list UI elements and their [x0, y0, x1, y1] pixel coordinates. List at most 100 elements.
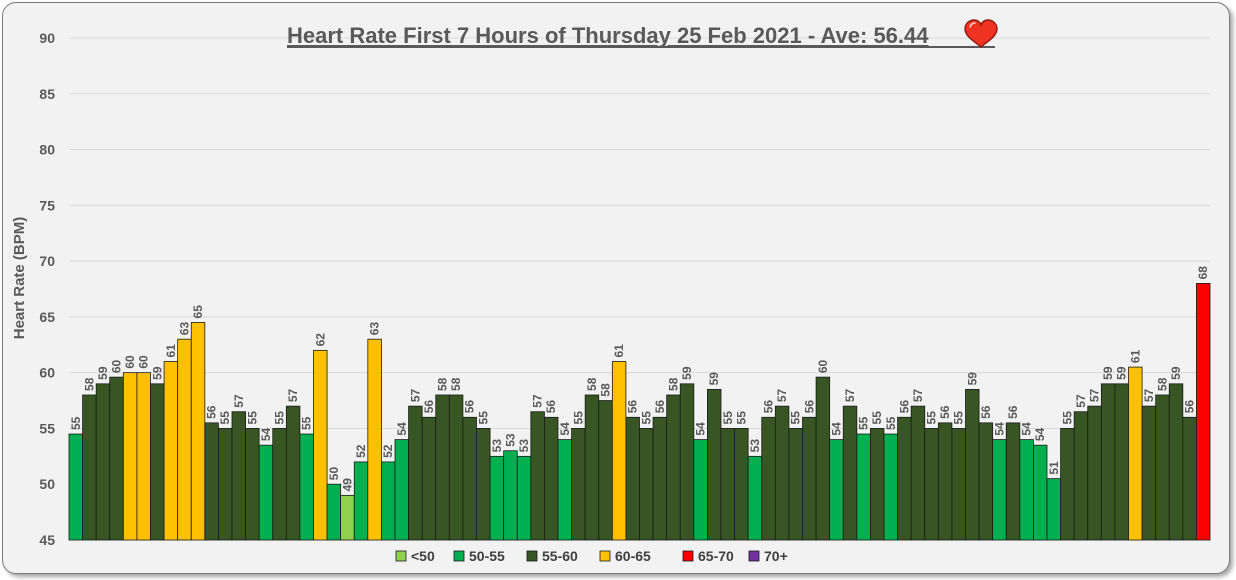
bar-label: 56 — [762, 400, 776, 414]
legend-swatch — [453, 550, 465, 562]
bar — [408, 405, 423, 541]
bar — [204, 422, 219, 541]
bar-label: 55 — [734, 411, 748, 425]
bar-label: 56 — [544, 400, 558, 414]
bar-label: 53 — [748, 439, 762, 453]
bar — [476, 428, 491, 541]
bar — [829, 439, 844, 541]
bar-label: 54 — [1020, 422, 1034, 436]
bar — [707, 388, 722, 541]
bar — [340, 494, 355, 541]
bar-label: 55 — [952, 411, 966, 425]
bar — [190, 322, 206, 541]
bar-label: 57 — [1142, 388, 1156, 402]
y-tick-label: 45 — [39, 532, 55, 548]
bar-label: 57 — [1088, 388, 1102, 402]
bar — [598, 400, 613, 541]
bar-label: 53 — [490, 439, 504, 453]
bar-label: 57 — [531, 394, 545, 408]
bar-label: 59 — [680, 366, 694, 380]
bar-label: 56 — [802, 400, 816, 414]
bar-label: 57 — [911, 388, 925, 402]
bar-label: 56 — [979, 405, 993, 419]
bar — [910, 405, 926, 541]
bar — [245, 428, 260, 541]
bar-label: 68 — [1196, 266, 1210, 280]
bar — [177, 338, 192, 541]
bar-label: 56 — [626, 400, 640, 414]
bar — [720, 428, 735, 541]
bar-label: 59 — [1115, 366, 1129, 380]
bar — [557, 439, 572, 541]
bar — [109, 376, 124, 541]
bar — [856, 433, 871, 541]
bar-label: 56 — [463, 400, 477, 414]
bar — [82, 394, 97, 541]
chart-title: Heart Rate First 7 Hours of Thursday 25 … — [287, 23, 929, 48]
chart-frame: 45 50 55 60 65 70 75 80 85 90 Heart Rate (BPM) 55… — [2, 2, 1230, 574]
bar-label: 56 — [653, 400, 667, 414]
bar — [666, 394, 681, 541]
bar — [1019, 439, 1034, 541]
bar — [462, 416, 477, 541]
bar — [815, 376, 831, 541]
y-tick-label: 65 — [39, 309, 55, 325]
bar-label: 57 — [843, 388, 857, 402]
bar-label: 51 — [1047, 461, 1061, 475]
bar — [747, 455, 763, 541]
bar-label: 55 — [1060, 411, 1074, 425]
bar — [802, 416, 817, 541]
bar — [1046, 478, 1061, 541]
bar — [1128, 366, 1143, 541]
bars — [68, 283, 1211, 541]
y-axis: 45 50 55 60 65 70 75 80 85 90 — [39, 30, 55, 548]
legend-label: 55-60 — [542, 548, 578, 564]
bar-label: 56 — [897, 400, 911, 414]
bar — [1005, 422, 1021, 541]
bar-label: 56 — [1006, 405, 1020, 419]
y-tick-label: 75 — [39, 197, 55, 213]
bar — [1182, 416, 1197, 541]
bar — [435, 394, 450, 541]
legend-label: 65-70 — [698, 548, 734, 564]
bar-label: 61 — [612, 344, 626, 358]
bar-label: 54 — [1033, 428, 1047, 442]
legend-swatch — [526, 550, 538, 562]
bar — [937, 422, 953, 541]
bar — [1114, 383, 1129, 541]
bar — [924, 428, 939, 541]
heart-rate-chart: 45 50 55 60 65 70 75 80 85 90 Heart Rate (BPM) 55… — [11, 19, 1211, 564]
bar — [95, 383, 111, 541]
bar — [679, 383, 695, 541]
bar — [761, 416, 776, 541]
bar — [448, 394, 464, 541]
bar — [571, 428, 586, 541]
bar — [516, 455, 532, 541]
bar-label: 58 — [585, 377, 599, 391]
bar-label: 61 — [1128, 349, 1142, 363]
bar-label: 58 — [666, 377, 680, 391]
bar-label: 60 — [110, 359, 124, 373]
bar — [639, 428, 654, 541]
bar — [625, 416, 640, 541]
bar-label: 57 — [1074, 394, 1088, 408]
bar-label: 55 — [639, 411, 653, 425]
bar-label: 55 — [69, 416, 83, 430]
bar-label: 56 — [938, 405, 952, 419]
bar — [381, 461, 396, 541]
bar — [489, 455, 505, 541]
bar-label: 55 — [721, 411, 735, 425]
bar — [326, 483, 342, 541]
y-tick-label: 55 — [39, 420, 55, 436]
legend-swatch — [748, 550, 760, 562]
bar-label: 59 — [96, 366, 110, 380]
bar — [951, 428, 966, 541]
bar-label: 60 — [816, 359, 830, 373]
bar-label: 59 — [150, 366, 164, 380]
legend-swatch — [682, 550, 694, 562]
bar — [1155, 394, 1170, 541]
bar — [299, 433, 314, 541]
bar-label: 56 — [422, 400, 436, 414]
bar-label: 59 — [965, 372, 979, 386]
